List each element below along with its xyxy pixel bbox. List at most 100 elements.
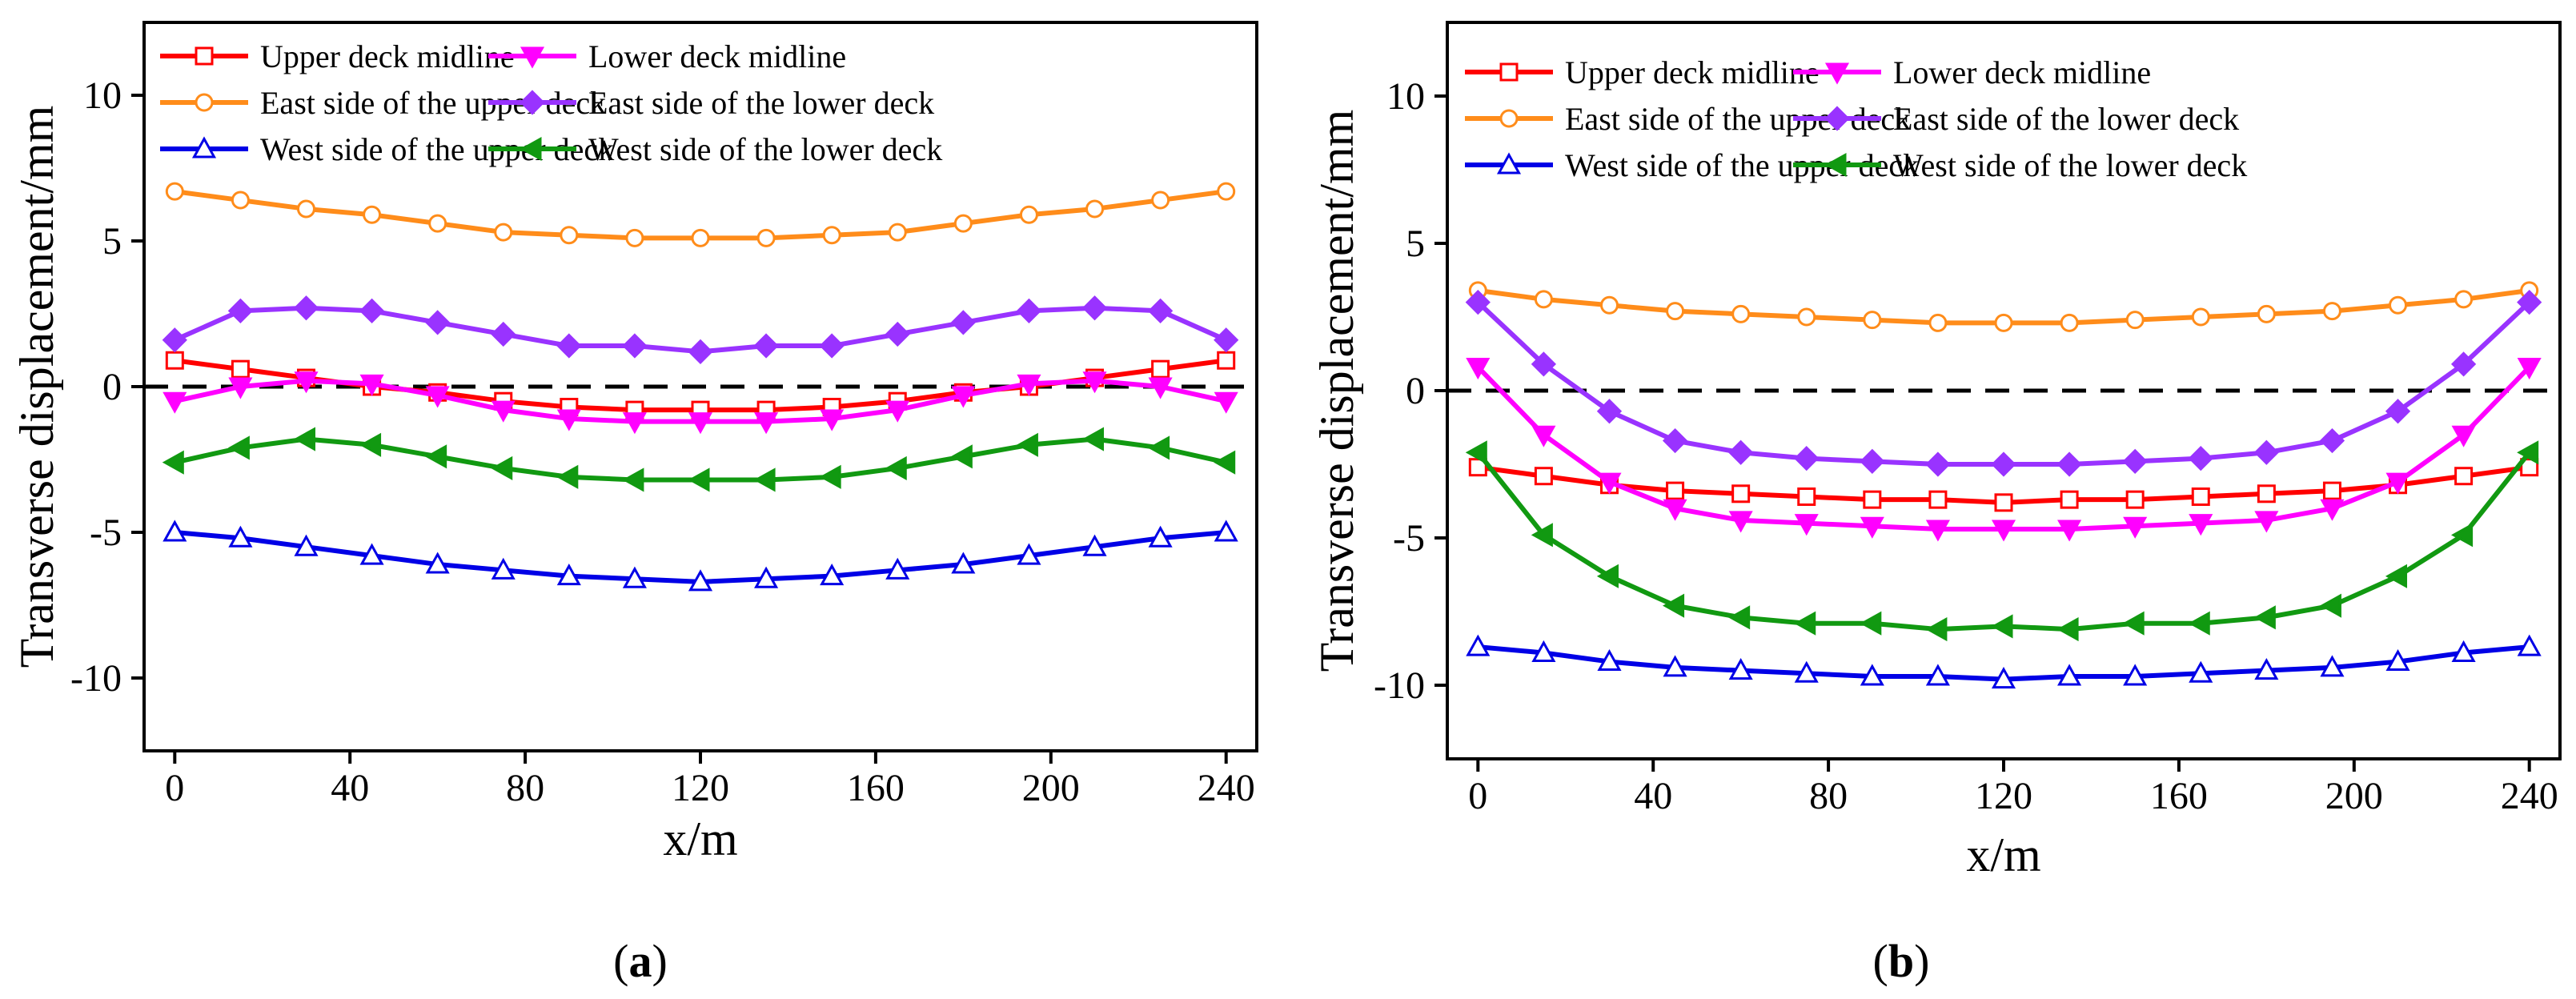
data-point [2191,487,2210,506]
y-tick-label: -10 [70,657,122,700]
data-point [2253,439,2279,465]
data-point [2189,660,2213,683]
data-point [1596,564,1619,588]
data-point [625,228,644,247]
data-point [1731,484,1751,504]
data-point [2319,593,2341,618]
legend-label: Upper deck midline [260,38,515,74]
data-point [1663,499,1687,521]
data-point [819,464,841,489]
data-point [294,534,319,556]
data-point [2451,425,2476,447]
panel-label-letter: b [1888,935,1914,987]
data-point [1728,658,1753,680]
legend-item: Lower deck midline [1793,54,2151,90]
data-point [1148,377,1173,399]
data-point [2056,451,2082,477]
data-point [1662,427,1688,454]
series-2 [165,182,1236,247]
data-point [1531,425,1556,447]
data-point [1151,191,1170,210]
data-point [2191,307,2210,327]
y-tick-label: 0 [1406,370,1425,412]
panel-a: 0 40 80 120 160 200 240 -10 -5 0 5 10 Upper deck mi… [10,21,1258,987]
data-point [1728,605,1751,630]
data-point [2451,523,2474,548]
data-point [1925,664,1950,686]
data-point [950,444,973,469]
data-point [2254,658,2279,680]
data-point [1082,534,1107,556]
x-tick-label: 80 [506,767,544,809]
data-point [428,214,447,233]
legend-item: Upper deck midline [160,38,515,74]
data-point [1148,525,1173,548]
data-point [688,412,713,435]
series-1 [163,371,1238,435]
data-point [2320,655,2345,677]
legend-marker [195,46,214,66]
data-point [754,566,779,588]
data-point [2450,351,2477,377]
data-point [1860,611,1882,636]
data-point [560,226,579,245]
data-point [293,295,319,321]
data-point [688,569,713,592]
data-point [1863,490,1882,509]
data-point [425,444,447,469]
data-point [1860,664,1884,686]
x-tick-label: 40 [1634,775,1672,817]
data-point [888,223,907,242]
x-tick-label: 0 [165,767,184,809]
legend: Upper deck midline Lower deck midline East… [1465,54,2247,183]
data-point [2517,440,2539,465]
y-tick-label: -5 [1393,517,1425,560]
legend-item: West side of the lower deck [1793,147,2247,183]
legend-item: Lower deck midline [488,38,846,74]
data-point [2517,289,2542,315]
data-point [1991,520,2016,542]
data-point [688,467,710,492]
data-point [885,455,907,480]
series-5 [1465,440,2539,642]
data-point [1599,295,1619,315]
data-point [1994,493,2013,512]
data-point [820,564,845,586]
y-tick-label: 10 [83,74,122,117]
data-point [1728,439,1754,465]
legend-marker [520,46,545,69]
data-point [885,321,910,347]
x-tick-label: 160 [847,767,905,809]
data-point [1531,523,1553,548]
data-point [494,223,513,242]
data-point [2253,605,2276,630]
panel-label: (b) [1873,935,1930,987]
data-point [951,552,976,574]
data-point [951,386,976,408]
legend-marker [1824,106,1850,131]
data-point [2122,448,2148,474]
data-point [1596,399,1623,424]
axis-ticks: 0 40 80 120 160 200 240 -10 -5 0 5 10 [70,74,1255,809]
data-point [556,564,581,586]
data-point [1534,290,1553,309]
y-tick-label: -10 [1374,664,1425,707]
legend-label: West side of the lower deck [588,131,942,167]
data-point [1794,660,1819,683]
data-point [556,333,582,359]
axis-ticks: 0 40 80 120 160 200 240 -10 -5 0 5 10 [1374,75,2558,817]
legend-item: West side of the lower deck [488,131,942,167]
data-point [819,333,845,359]
data-point [1016,298,1042,323]
data-point [491,557,516,580]
data-point [1214,327,1239,353]
data-point [1797,307,1816,327]
series-5 [162,427,1236,492]
data-point [622,333,648,359]
data-point [820,409,845,431]
legend-marker [520,90,545,115]
y-axis-label: Transverse displacement/mm [1310,110,1363,672]
legend-label: West side of the lower deck [1893,147,2247,183]
data-point [1666,481,1685,500]
